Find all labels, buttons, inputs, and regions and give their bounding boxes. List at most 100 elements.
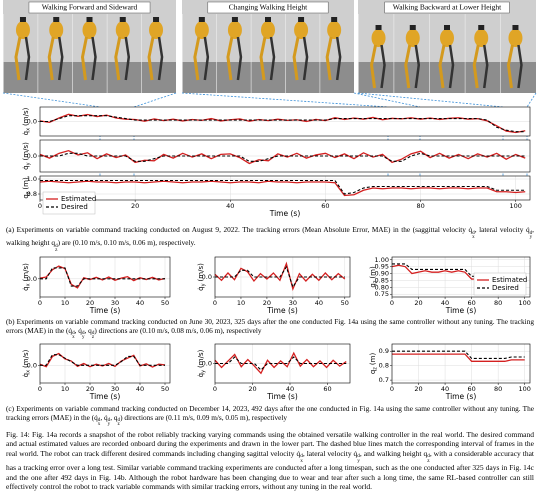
math-base: q̇ bbox=[353, 448, 358, 458]
robot-head bbox=[478, 25, 485, 30]
math-sub: x bbox=[300, 457, 303, 464]
caption-text: , and walking height bbox=[359, 448, 424, 458]
x-axis-label: Time (s) bbox=[269, 209, 301, 218]
series-line bbox=[392, 353, 525, 362]
robot-head bbox=[231, 17, 238, 22]
photo-floor bbox=[182, 62, 354, 93]
robot-body bbox=[405, 29, 420, 47]
robot-leg bbox=[157, 36, 164, 81]
math-sup: d bbox=[472, 229, 475, 236]
x-tick-label: 20 bbox=[263, 299, 271, 307]
series-line bbox=[39, 180, 526, 197]
math-base: q bbox=[113, 412, 118, 422]
plot-area bbox=[40, 257, 170, 297]
y-label-symbol: q bbox=[369, 370, 377, 374]
x-axis-label: Time (s) bbox=[89, 306, 121, 315]
x-tick-label: 60 bbox=[323, 385, 331, 393]
y-label-unit: (m) bbox=[369, 266, 377, 279]
y-label-sub: y bbox=[200, 370, 206, 373]
caption-text: , lateral velocity bbox=[474, 225, 526, 234]
axes-frame bbox=[39, 343, 171, 384]
frame-connector bbox=[2, 92, 101, 108]
frame-connector bbox=[526, 92, 537, 108]
robot-leg bbox=[325, 36, 333, 81]
photo-title: Changing Walking Height bbox=[229, 3, 308, 12]
math-sup: d bbox=[81, 330, 85, 337]
x-tick-label: 10 bbox=[237, 299, 245, 307]
plot-area bbox=[392, 344, 530, 383]
photo-frame-divider bbox=[37, 14, 39, 93]
y-tick-label: 0.0 bbox=[27, 118, 37, 126]
robot-leg bbox=[302, 36, 309, 81]
y-axis-label: qz(m) bbox=[369, 353, 378, 375]
math-base: q bbox=[423, 448, 428, 458]
x-tick-label: 20 bbox=[131, 202, 139, 210]
robot-head bbox=[19, 17, 26, 22]
y-label-sub: z bbox=[372, 280, 378, 283]
x-tick-label: 80 bbox=[494, 385, 502, 393]
series-line bbox=[392, 350, 525, 359]
photo-frame-divider bbox=[182, 14, 183, 93]
axes-frame bbox=[391, 343, 531, 384]
robot-body bbox=[327, 21, 342, 39]
x-tick-label: 10 bbox=[61, 299, 69, 307]
y-tick-label: 0.0 bbox=[27, 152, 37, 160]
math-sub: y bbox=[81, 334, 85, 341]
figure-caption: Fig. 14: Fig. 14a records a snapshot of … bbox=[6, 430, 534, 492]
robot-head bbox=[298, 17, 305, 22]
caption-c: (c) Experiments on variable command trac… bbox=[6, 404, 534, 427]
legend-label: Desired bbox=[492, 284, 519, 292]
y-label-unit: (m/s) bbox=[22, 142, 30, 161]
photo-frame-divider bbox=[358, 14, 359, 93]
robot-body bbox=[227, 21, 242, 39]
photo-floor bbox=[358, 62, 536, 93]
y-axis-label: qz(m) bbox=[369, 266, 378, 288]
legend-box bbox=[473, 272, 527, 296]
robot-leg bbox=[269, 36, 276, 81]
math-sup: d bbox=[72, 330, 75, 337]
caption-text: , with a considerable accuracy that has … bbox=[6, 448, 534, 492]
frame-connector bbox=[133, 92, 177, 108]
math-sub: x bbox=[472, 233, 475, 240]
robot-leg bbox=[414, 44, 421, 89]
math-sup: d bbox=[357, 453, 360, 460]
y-tick-label: 0.8 bbox=[27, 190, 37, 198]
legend-label: Desired bbox=[61, 203, 88, 211]
robot-body bbox=[474, 29, 489, 47]
robot-leg bbox=[370, 44, 378, 89]
y-tick-label: 0.95 bbox=[375, 263, 389, 271]
y-axis-label: q̇x (m/s) bbox=[22, 349, 31, 377]
caption-text: (c) Experiments on variable command trac… bbox=[6, 404, 534, 422]
caption-text: (a) Experiments on variable command trac… bbox=[6, 225, 469, 234]
robot-leg bbox=[404, 44, 412, 89]
robot-leg bbox=[236, 36, 243, 81]
x-tick-label: 60 bbox=[467, 299, 475, 307]
y-axis-label: q̇y(m/s) bbox=[22, 142, 31, 170]
y-tick-label: 0.0 bbox=[202, 273, 212, 281]
photo-frame-divider bbox=[3, 14, 4, 93]
legend-label: Estimated bbox=[61, 195, 96, 203]
robot-head bbox=[198, 17, 205, 22]
x-tick-label: 0 bbox=[213, 385, 217, 393]
caption-text: , bbox=[110, 412, 114, 422]
y-label-sub: y bbox=[200, 283, 206, 286]
x-tick-label: 40 bbox=[226, 202, 234, 210]
caption-text: , bbox=[100, 412, 105, 422]
axes-frame bbox=[39, 106, 531, 137]
photo-frame-divider bbox=[250, 14, 252, 93]
series-line bbox=[40, 152, 526, 162]
x-tick-label: 40 bbox=[441, 385, 449, 393]
y-tick-label: 1.00 bbox=[375, 256, 389, 264]
x-tick-label: 0 bbox=[390, 385, 394, 393]
photo-frame-divider bbox=[319, 14, 321, 93]
x-tick-label: 40 bbox=[136, 299, 144, 307]
y-label-sub: z bbox=[372, 367, 378, 370]
legend-box bbox=[42, 191, 96, 215]
robot-body bbox=[15, 21, 30, 39]
robot-leg bbox=[472, 44, 480, 89]
robot-head bbox=[86, 17, 93, 22]
